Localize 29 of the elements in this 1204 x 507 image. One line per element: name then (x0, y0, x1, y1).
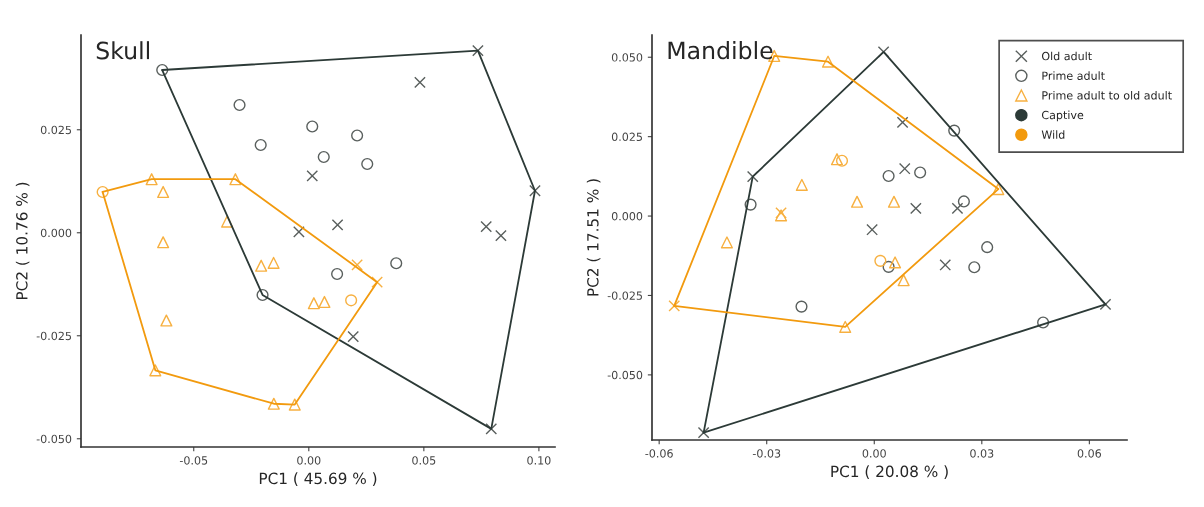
x-tick-label: 0.03 (970, 449, 994, 458)
y-tick-label: 0.000 (40, 228, 72, 238)
legend-label: Old adult (1041, 51, 1092, 61)
chart-title: Skull (96, 41, 150, 60)
y-tick-label: 0.025 (40, 125, 71, 135)
x-tick-label: 0.06 (1077, 449, 1102, 458)
x-axis-title: PC1 ( 45.69 % ) (259, 472, 377, 486)
x-tick-label: -0.05 (179, 456, 208, 465)
legend-label: Captive (1041, 110, 1084, 122)
y-tick-label: -0.050 (607, 370, 643, 380)
legend-label: Wild (1041, 130, 1065, 139)
legend-label: Prime adult to old adult (1042, 90, 1172, 100)
legend-label: Prime adult (1042, 71, 1105, 80)
y-tick-label: 0.025 (611, 132, 642, 142)
y-axis-title: PC2 ( 17.51 % ) (586, 179, 601, 296)
chart-title: Mandible (668, 41, 773, 60)
y-tick-label: -0.050 (36, 434, 72, 444)
y-tick-label: -0.025 (36, 331, 71, 341)
x-tick-label: 0.10 (527, 456, 551, 465)
x-tick-label: -0.03 (752, 449, 781, 458)
x-tick-label: 0.00 (862, 449, 886, 458)
x-tick-label: 0.05 (412, 456, 436, 465)
y-tick-label: -0.025 (607, 291, 642, 300)
y-tick-label: 0.050 (611, 53, 643, 62)
x-axis-title: PC1 ( 20.08 % ) (831, 465, 948, 479)
y-axis-title: PC2 ( 10.76 % ) (15, 182, 30, 300)
y-tick-label: 0.000 (611, 212, 643, 221)
x-tick-label: -0.06 (645, 449, 673, 458)
x-tick-label: 0.00 (297, 456, 321, 465)
